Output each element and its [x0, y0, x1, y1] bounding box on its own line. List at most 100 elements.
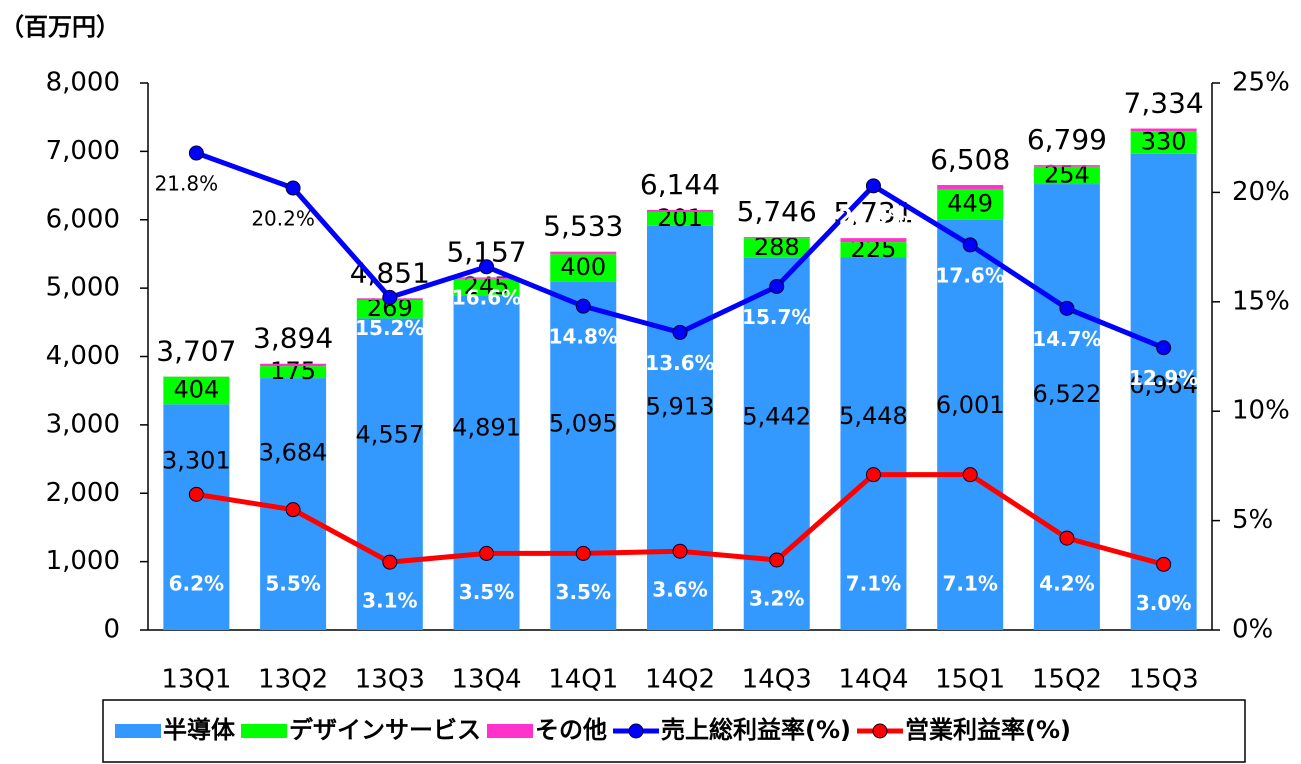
- line-label: 3.5%: [556, 580, 611, 604]
- legend-label: デザインサービス: [289, 716, 481, 744]
- segment-label: 4,557: [355, 421, 424, 449]
- line-point: [479, 259, 495, 275]
- segment-label: 400: [560, 253, 606, 281]
- bar-segment: [1033, 166, 1100, 185]
- line-point: [575, 298, 591, 314]
- line-point: [285, 502, 301, 518]
- legend-label: 半導体: [163, 716, 236, 744]
- y-tick-label: 0: [103, 615, 120, 645]
- total-label: 6,144: [640, 168, 720, 201]
- legend-label: 営業利益率(%): [905, 716, 1071, 744]
- segment-label: 5,095: [549, 409, 618, 437]
- bar-segment: [453, 295, 520, 630]
- line-label: 12.9%: [1129, 366, 1198, 390]
- y-tick-label: 8,000: [46, 68, 120, 98]
- total-label: 3,707: [156, 335, 236, 368]
- line-point: [575, 545, 591, 561]
- line-label: 15.7%: [742, 305, 811, 329]
- x-tick-label: 15Q2: [1032, 665, 1102, 695]
- bar-segment: [647, 209, 713, 212]
- bar-segment: [356, 318, 423, 630]
- line-label: 3.5%: [459, 580, 514, 604]
- line-label: 7.1%: [846, 572, 901, 596]
- line-label: 3.0%: [1136, 591, 1191, 615]
- line-point: [865, 178, 881, 194]
- x-tick-label: 13Q2: [258, 665, 328, 695]
- line-point: [672, 543, 688, 559]
- line-point: [672, 324, 688, 340]
- bar-segment: [1130, 131, 1197, 154]
- line-label: 16.6%: [452, 285, 521, 309]
- line-label: 6.2%: [169, 572, 224, 596]
- x-tick-label: 14Q2: [645, 665, 715, 695]
- segment-label: 404: [173, 375, 219, 403]
- line-point: [769, 278, 785, 294]
- line-point: [962, 467, 978, 483]
- x-tick-label: 13Q1: [161, 665, 231, 695]
- legend-swatch: [241, 724, 287, 738]
- line-label: 14.8%: [549, 325, 618, 349]
- bar-segment: [1130, 153, 1197, 631]
- y2-tick-label: 20%: [1232, 177, 1290, 207]
- legend-swatch: [487, 724, 533, 738]
- segment-label: 3,684: [259, 438, 328, 466]
- bar-segment: [550, 251, 617, 255]
- line-point: [1156, 340, 1172, 356]
- bar-segment: [937, 185, 1004, 189]
- x-tick-label: 14Q3: [742, 665, 812, 695]
- bar-segment: [840, 238, 907, 243]
- line-label: 15.2%: [355, 316, 424, 340]
- x-tick-label: 15Q3: [1129, 665, 1199, 695]
- legend-swatch: [628, 723, 644, 739]
- unit-label: （百万円）: [0, 13, 120, 41]
- bar-segment: [840, 242, 907, 258]
- bar-segment: [550, 281, 617, 630]
- bar-segment: [260, 363, 327, 367]
- line-label: 20.3%: [839, 204, 908, 228]
- bar-segment: [743, 238, 810, 258]
- bar-segment: [356, 300, 423, 319]
- x-tick-label: 14Q4: [838, 665, 908, 695]
- line-label: 4.2%: [1039, 572, 1094, 596]
- y2-tick-label: 10%: [1232, 396, 1290, 426]
- total-label: 6,799: [1027, 123, 1107, 156]
- bar-segment: [260, 366, 327, 379]
- line-point: [188, 486, 204, 502]
- line-point: [285, 180, 301, 196]
- total-label: 6,508: [930, 143, 1010, 176]
- line-label: 7.1%: [942, 572, 997, 596]
- total-label: 5,746: [737, 195, 817, 228]
- x-tick-label: 14Q1: [548, 665, 618, 695]
- line-label: 21.8%: [155, 172, 219, 196]
- y-tick-label: 4,000: [46, 341, 120, 371]
- y2-tick-label: 25%: [1232, 68, 1290, 98]
- total-label: 3,894: [253, 322, 333, 355]
- segment-label: 5,442: [742, 402, 811, 430]
- line-point: [1059, 300, 1075, 316]
- segment-label: 4,891: [452, 414, 521, 442]
- line-point: [1059, 530, 1075, 546]
- line-point: [479, 545, 495, 561]
- segment-label: 330: [1141, 128, 1187, 156]
- y2-tick-label: 5%: [1232, 505, 1273, 535]
- legend-box: [102, 699, 1246, 763]
- line-label: 3.1%: [362, 589, 417, 613]
- y-tick-label: 3,000: [46, 409, 120, 439]
- segment-label: 6,964: [1129, 371, 1198, 399]
- bar-segment: [840, 257, 907, 630]
- bar-segment: [163, 376, 230, 405]
- x-tick-label: 15Q1: [935, 665, 1005, 695]
- bar-segment: [550, 254, 617, 282]
- line-label: 5.5%: [265, 572, 320, 596]
- line-point: [188, 145, 204, 161]
- y-tick-label: 5,000: [46, 273, 120, 303]
- line-label: 3.2%: [749, 586, 804, 610]
- segment-label: 3,301: [162, 446, 231, 474]
- bar-segment: [743, 257, 810, 630]
- line-point: [769, 552, 785, 568]
- y-tick-label: 6,000: [46, 204, 120, 234]
- x-tick-label: 13Q4: [451, 665, 521, 695]
- y-tick-label: 1,000: [46, 546, 120, 576]
- segment-label: 5,448: [839, 402, 908, 430]
